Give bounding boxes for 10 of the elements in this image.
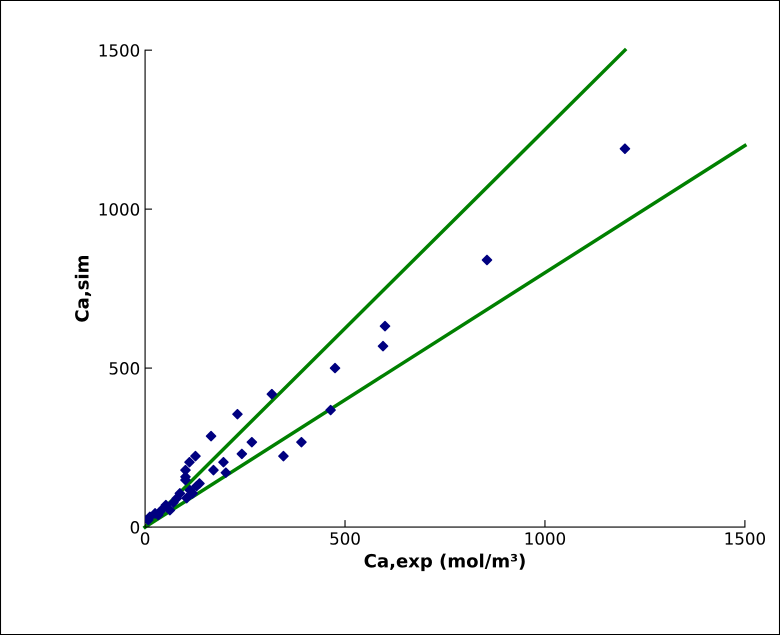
x-tick-label: 500	[330, 532, 360, 545]
x-tick-label: 0	[140, 532, 150, 545]
x-tick-label: 1500	[726, 532, 765, 545]
y-tick-label: 500	[110, 362, 140, 375]
y-tick-label: 1000	[100, 203, 140, 216]
y-tick-label: 0	[130, 521, 140, 534]
x-axis-title: Ca,exp (mol/m³)	[364, 554, 525, 572]
x-tick-label: 1000	[526, 532, 566, 545]
y-tick-label: 1500	[100, 44, 140, 57]
y-axis-title: Ca,sim	[74, 256, 92, 322]
